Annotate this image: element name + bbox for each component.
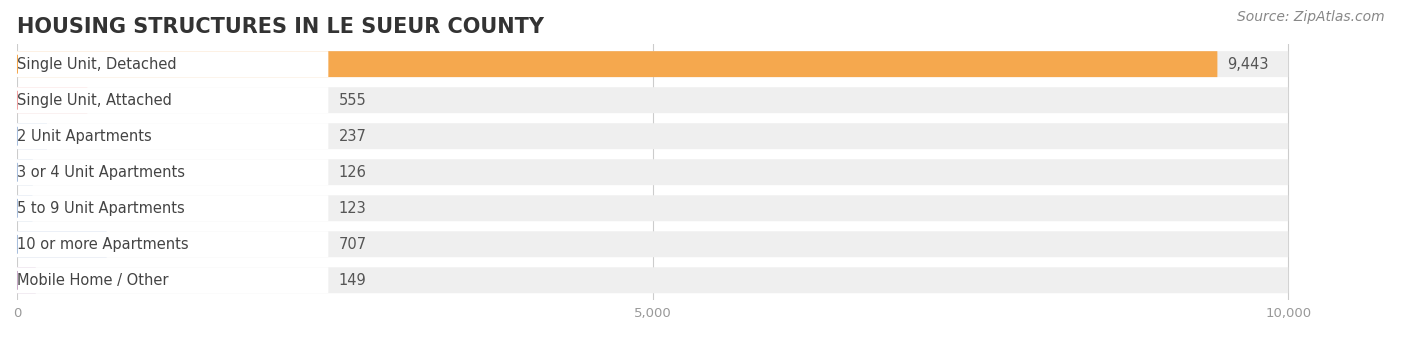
Text: 237: 237 xyxy=(339,129,367,144)
Text: 555: 555 xyxy=(339,93,367,108)
Text: 126: 126 xyxy=(339,165,367,180)
FancyBboxPatch shape xyxy=(17,51,1218,77)
FancyBboxPatch shape xyxy=(17,267,35,293)
FancyBboxPatch shape xyxy=(17,87,1288,113)
Text: Source: ZipAtlas.com: Source: ZipAtlas.com xyxy=(1237,10,1385,24)
FancyBboxPatch shape xyxy=(17,87,87,113)
FancyBboxPatch shape xyxy=(17,231,329,257)
FancyBboxPatch shape xyxy=(17,231,1288,257)
Text: 707: 707 xyxy=(339,237,367,252)
Text: Single Unit, Detached: Single Unit, Detached xyxy=(17,57,177,72)
Text: Single Unit, Attached: Single Unit, Attached xyxy=(17,93,172,108)
FancyBboxPatch shape xyxy=(17,51,329,77)
FancyBboxPatch shape xyxy=(17,195,329,221)
FancyBboxPatch shape xyxy=(17,159,329,185)
Text: 3 or 4 Unit Apartments: 3 or 4 Unit Apartments xyxy=(17,165,186,180)
Text: 2 Unit Apartments: 2 Unit Apartments xyxy=(17,129,152,144)
FancyBboxPatch shape xyxy=(17,87,329,113)
FancyBboxPatch shape xyxy=(17,159,1288,185)
Text: 123: 123 xyxy=(339,201,367,216)
Text: 149: 149 xyxy=(339,273,367,288)
Text: 5 to 9 Unit Apartments: 5 to 9 Unit Apartments xyxy=(17,201,184,216)
FancyBboxPatch shape xyxy=(17,267,1288,293)
FancyBboxPatch shape xyxy=(17,51,1288,77)
FancyBboxPatch shape xyxy=(17,267,329,293)
FancyBboxPatch shape xyxy=(17,195,32,221)
FancyBboxPatch shape xyxy=(17,231,107,257)
Text: HOUSING STRUCTURES IN LE SUEUR COUNTY: HOUSING STRUCTURES IN LE SUEUR COUNTY xyxy=(17,17,544,37)
Text: 10 or more Apartments: 10 or more Apartments xyxy=(17,237,188,252)
FancyBboxPatch shape xyxy=(17,123,1288,149)
Text: Mobile Home / Other: Mobile Home / Other xyxy=(17,273,169,288)
FancyBboxPatch shape xyxy=(17,123,46,149)
FancyBboxPatch shape xyxy=(17,159,32,185)
FancyBboxPatch shape xyxy=(17,123,329,149)
FancyBboxPatch shape xyxy=(17,195,1288,221)
Text: 9,443: 9,443 xyxy=(1227,57,1270,72)
